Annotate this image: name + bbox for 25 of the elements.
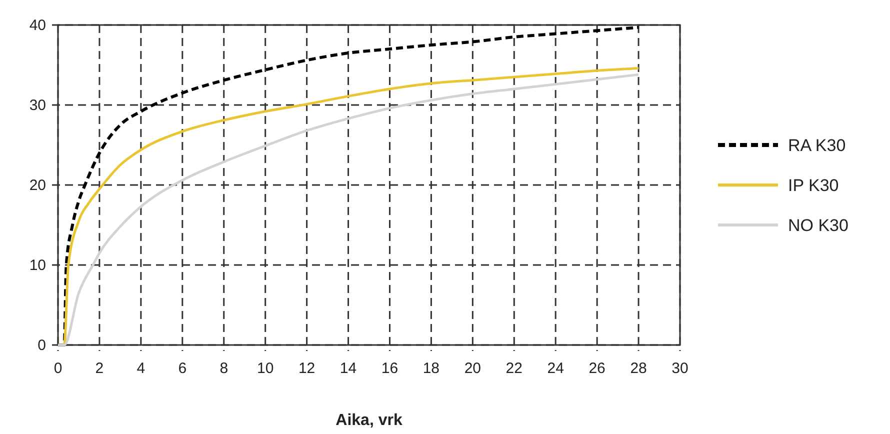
x-tick-label: 6 xyxy=(178,360,187,377)
y-tick-label: 0 xyxy=(38,337,46,354)
y-tick-label: 30 xyxy=(29,97,46,114)
x-tick-label: 2 xyxy=(95,360,104,377)
x-tick-label: 30 xyxy=(672,360,688,377)
y-tick-label: 20 xyxy=(29,177,46,194)
x-tick-label: 20 xyxy=(464,360,482,377)
x-tick-label: 4 xyxy=(136,360,146,377)
x-tick-label: 10 xyxy=(256,360,274,377)
x-tick-label: 14 xyxy=(340,360,357,377)
x-tick-label: 28 xyxy=(630,360,647,377)
legend-label: RA K30 xyxy=(788,136,846,155)
x-axis-title: Aika, vrk xyxy=(336,412,402,429)
x-tick-label: 8 xyxy=(220,360,228,377)
x-tick-label: 0 xyxy=(54,360,62,377)
x-tick-label: 12 xyxy=(298,360,316,377)
x-tick-label: 24 xyxy=(547,360,564,377)
legend-label: IP K30 xyxy=(788,176,839,195)
y-tick-label: 40 xyxy=(29,17,46,34)
x-tick-label: 16 xyxy=(381,360,398,377)
x-tick-label: 18 xyxy=(422,360,440,377)
x-tick-label: 22 xyxy=(506,360,522,377)
y-tick-label: 10 xyxy=(29,257,46,274)
x-tick-label: 26 xyxy=(588,360,606,377)
legend-label: NO K30 xyxy=(788,216,848,235)
